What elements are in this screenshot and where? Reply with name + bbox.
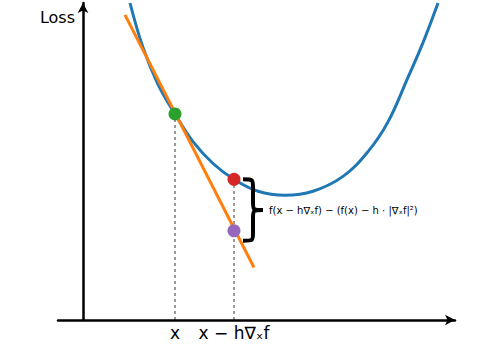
svg-text:f(x − h∇ₓf) − (f(x) − h · |∇ₓf: f(x − h∇ₓf) − (f(x) − h · |∇ₓf|²) [269, 205, 418, 217]
svg-text:x: x [170, 323, 180, 343]
svg-text:Loss: Loss [40, 8, 75, 27]
svg-text:x − h∇ₓf: x − h∇ₓf [199, 323, 271, 343]
